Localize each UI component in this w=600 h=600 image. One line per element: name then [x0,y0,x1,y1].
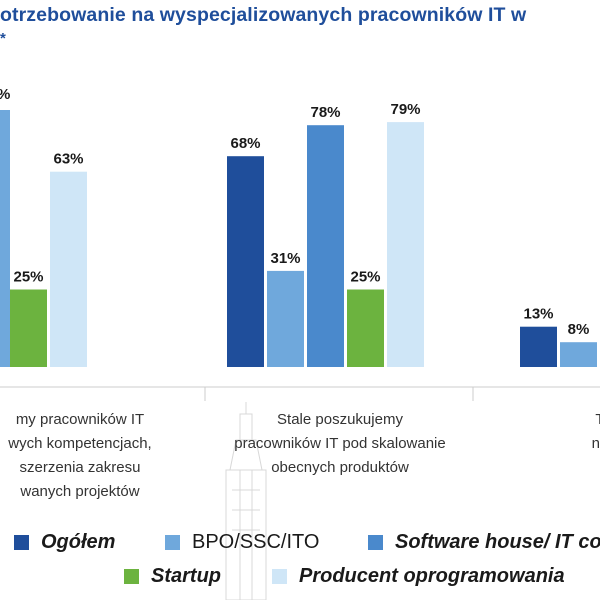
chart-title: otrzebowanie na wyspecjalizowanych praco… [0,4,527,26]
bar-value-label: 8% [568,321,590,338]
bar-1-2 [560,342,597,367]
bar-value-label: 63% [53,151,83,168]
bar-value-label: 79% [390,101,420,118]
bar-value-label: 78% [310,104,340,121]
bar-2-1 [307,125,344,367]
bar-4-1 [387,122,424,367]
bar-value-label: 13% [523,306,553,323]
bar-value-label: 25% [350,269,380,286]
bar-3-0 [10,289,47,367]
bar-value-label: 31% [270,250,300,267]
bar-3-1 [347,289,384,367]
bar-0-2 [520,326,557,367]
bar-4-0 [50,171,87,367]
bar-value-label: 25% [13,269,43,286]
bar-0-1 [227,156,264,367]
background-watermark [225,402,267,600]
bar-cropped [0,110,10,367]
category-label-1: Stale poszukujemy pracowników IT pod ska… [234,411,446,476]
bar-value-label-partial: % [0,86,10,103]
bar-value-label: 68% [230,135,260,152]
title-footnote-mark: * [0,30,6,47]
category-label-0: my pracowników IT wych kompetencjach, sz… [8,411,152,500]
bar-1-1 [267,270,304,367]
category-label-2: T na [591,411,600,452]
